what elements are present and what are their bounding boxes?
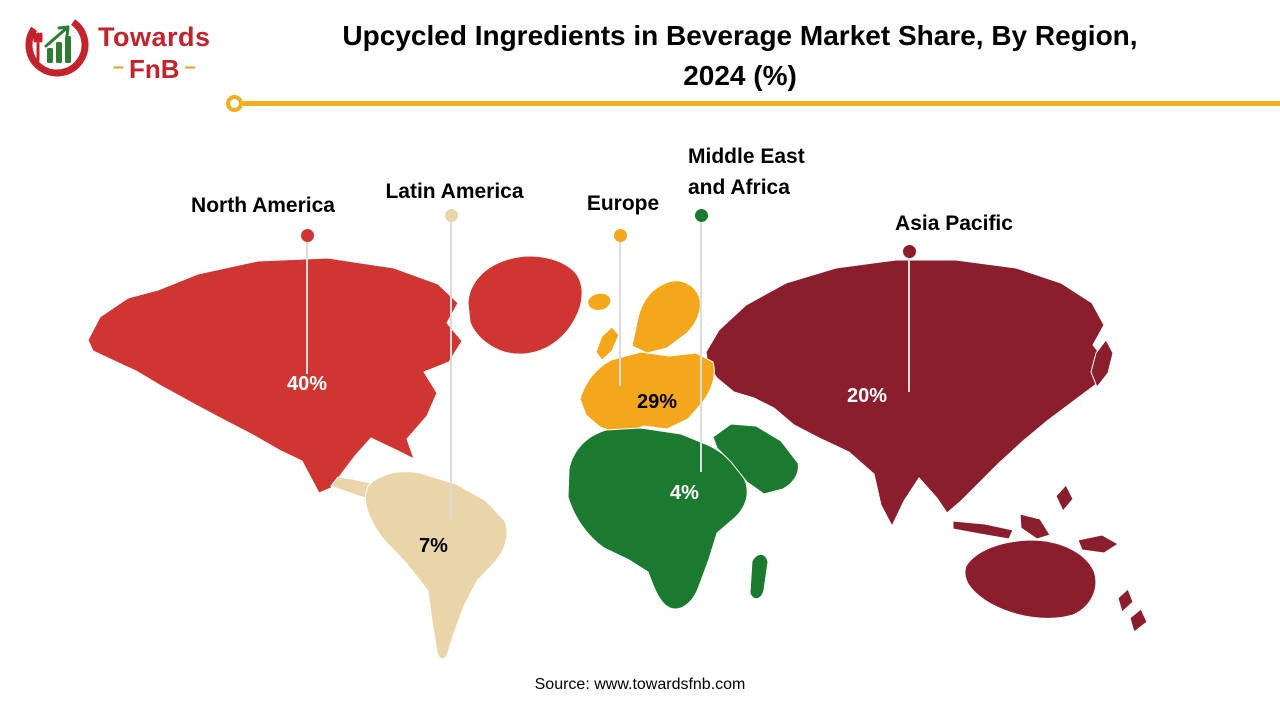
- indonesia-shape[interactable]: [952, 520, 1014, 540]
- callout-dot-north-america: [301, 229, 314, 242]
- south-america-shape[interactable]: [364, 471, 508, 660]
- australia-shape[interactable]: [964, 539, 1097, 619]
- towardsfnb-logo-icon: [25, 13, 89, 77]
- logo-arrow-shape: [44, 25, 70, 48]
- value-label-north-america: 40%: [287, 373, 328, 395]
- logo-dash-right: –: [184, 56, 196, 78]
- value-label-latin-america: 7%: [419, 535, 448, 557]
- value-label-asia-pacific: 20%: [847, 385, 888, 407]
- logo-brand-sub: FnB: [128, 54, 180, 84]
- logo-bar-chart-shape: [47, 36, 71, 63]
- logo-brand-name: Towards: [98, 22, 211, 52]
- map-region-europe[interactable]: [579, 280, 715, 436]
- leader-line-europe: [619, 240, 621, 386]
- region-label-middle-east-africa: Middle East and Africa: [688, 145, 805, 199]
- madagascar-shape[interactable]: [749, 553, 769, 600]
- callout-dot-middle-east-africa: [695, 209, 708, 222]
- middle-east-shape[interactable]: [712, 423, 799, 495]
- map-region-latin-america[interactable]: [330, 471, 508, 660]
- leader-line-middle-east-africa: [700, 220, 702, 472]
- callout-dot-europe: [614, 229, 627, 242]
- new-guinea-shape[interactable]: [1077, 534, 1119, 554]
- logo-ring-shape: [25, 13, 89, 77]
- new-zealand-north-shape[interactable]: [1117, 588, 1134, 613]
- page-title-line2: 2024 (%): [683, 60, 797, 91]
- europe-mainland-shape[interactable]: [579, 351, 715, 436]
- logo-wordmark: Towards – FnB –: [98, 12, 211, 85]
- japan-shape[interactable]: [1090, 339, 1114, 388]
- africa-shape[interactable]: [567, 427, 748, 610]
- title-underline: [243, 101, 1280, 106]
- borneo-shape[interactable]: [1019, 513, 1051, 540]
- iceland-shape[interactable]: [587, 292, 612, 311]
- map-region-asia-pacific[interactable]: [705, 259, 1148, 633]
- map-region-north-america[interactable]: [87, 255, 583, 494]
- greenland-shape[interactable]: [467, 255, 583, 355]
- leader-line-latin-america: [450, 220, 452, 520]
- logo-dash-left: –: [112, 56, 124, 78]
- region-label-north-america: North America: [191, 194, 335, 217]
- towardsfnb-logo: Towards – FnB –: [24, 12, 211, 85]
- asia-mainland-shape[interactable]: [705, 259, 1108, 528]
- philippines-shape[interactable]: [1055, 484, 1074, 512]
- source-text: Source: www.towardsfnb.com: [534, 676, 746, 693]
- map-region-middle-east-africa[interactable]: [567, 423, 799, 610]
- callout-dot-latin-america: [445, 209, 458, 222]
- value-label-europe: 29%: [637, 391, 678, 413]
- page-title: Upcycled Ingredients in Beverage Market …: [290, 16, 1190, 96]
- scandinavia-shape[interactable]: [631, 280, 701, 354]
- page-title-line1: Upcycled Ingredients in Beverage Market …: [342, 20, 1138, 51]
- region-label-asia-pacific: Asia Pacific: [895, 212, 1013, 235]
- value-label-middle-east-africa: 4%: [670, 482, 699, 504]
- british-isles-shape[interactable]: [595, 326, 620, 361]
- region-label-latin-america: Latin America: [385, 180, 524, 203]
- leader-line-asia-pacific: [908, 256, 910, 392]
- north-america-mainland-shape[interactable]: [87, 257, 463, 494]
- title-underline-end-ring: [226, 95, 243, 112]
- callout-dot-asia-pacific: [903, 245, 916, 258]
- logo-brand-sub-row: – FnB –: [98, 54, 211, 85]
- region-label-europe: Europe: [586, 192, 660, 215]
- new-zealand-south-shape[interactable]: [1129, 608, 1148, 633]
- leader-line-north-america: [306, 240, 308, 374]
- logo-fork-shape: [33, 32, 43, 62]
